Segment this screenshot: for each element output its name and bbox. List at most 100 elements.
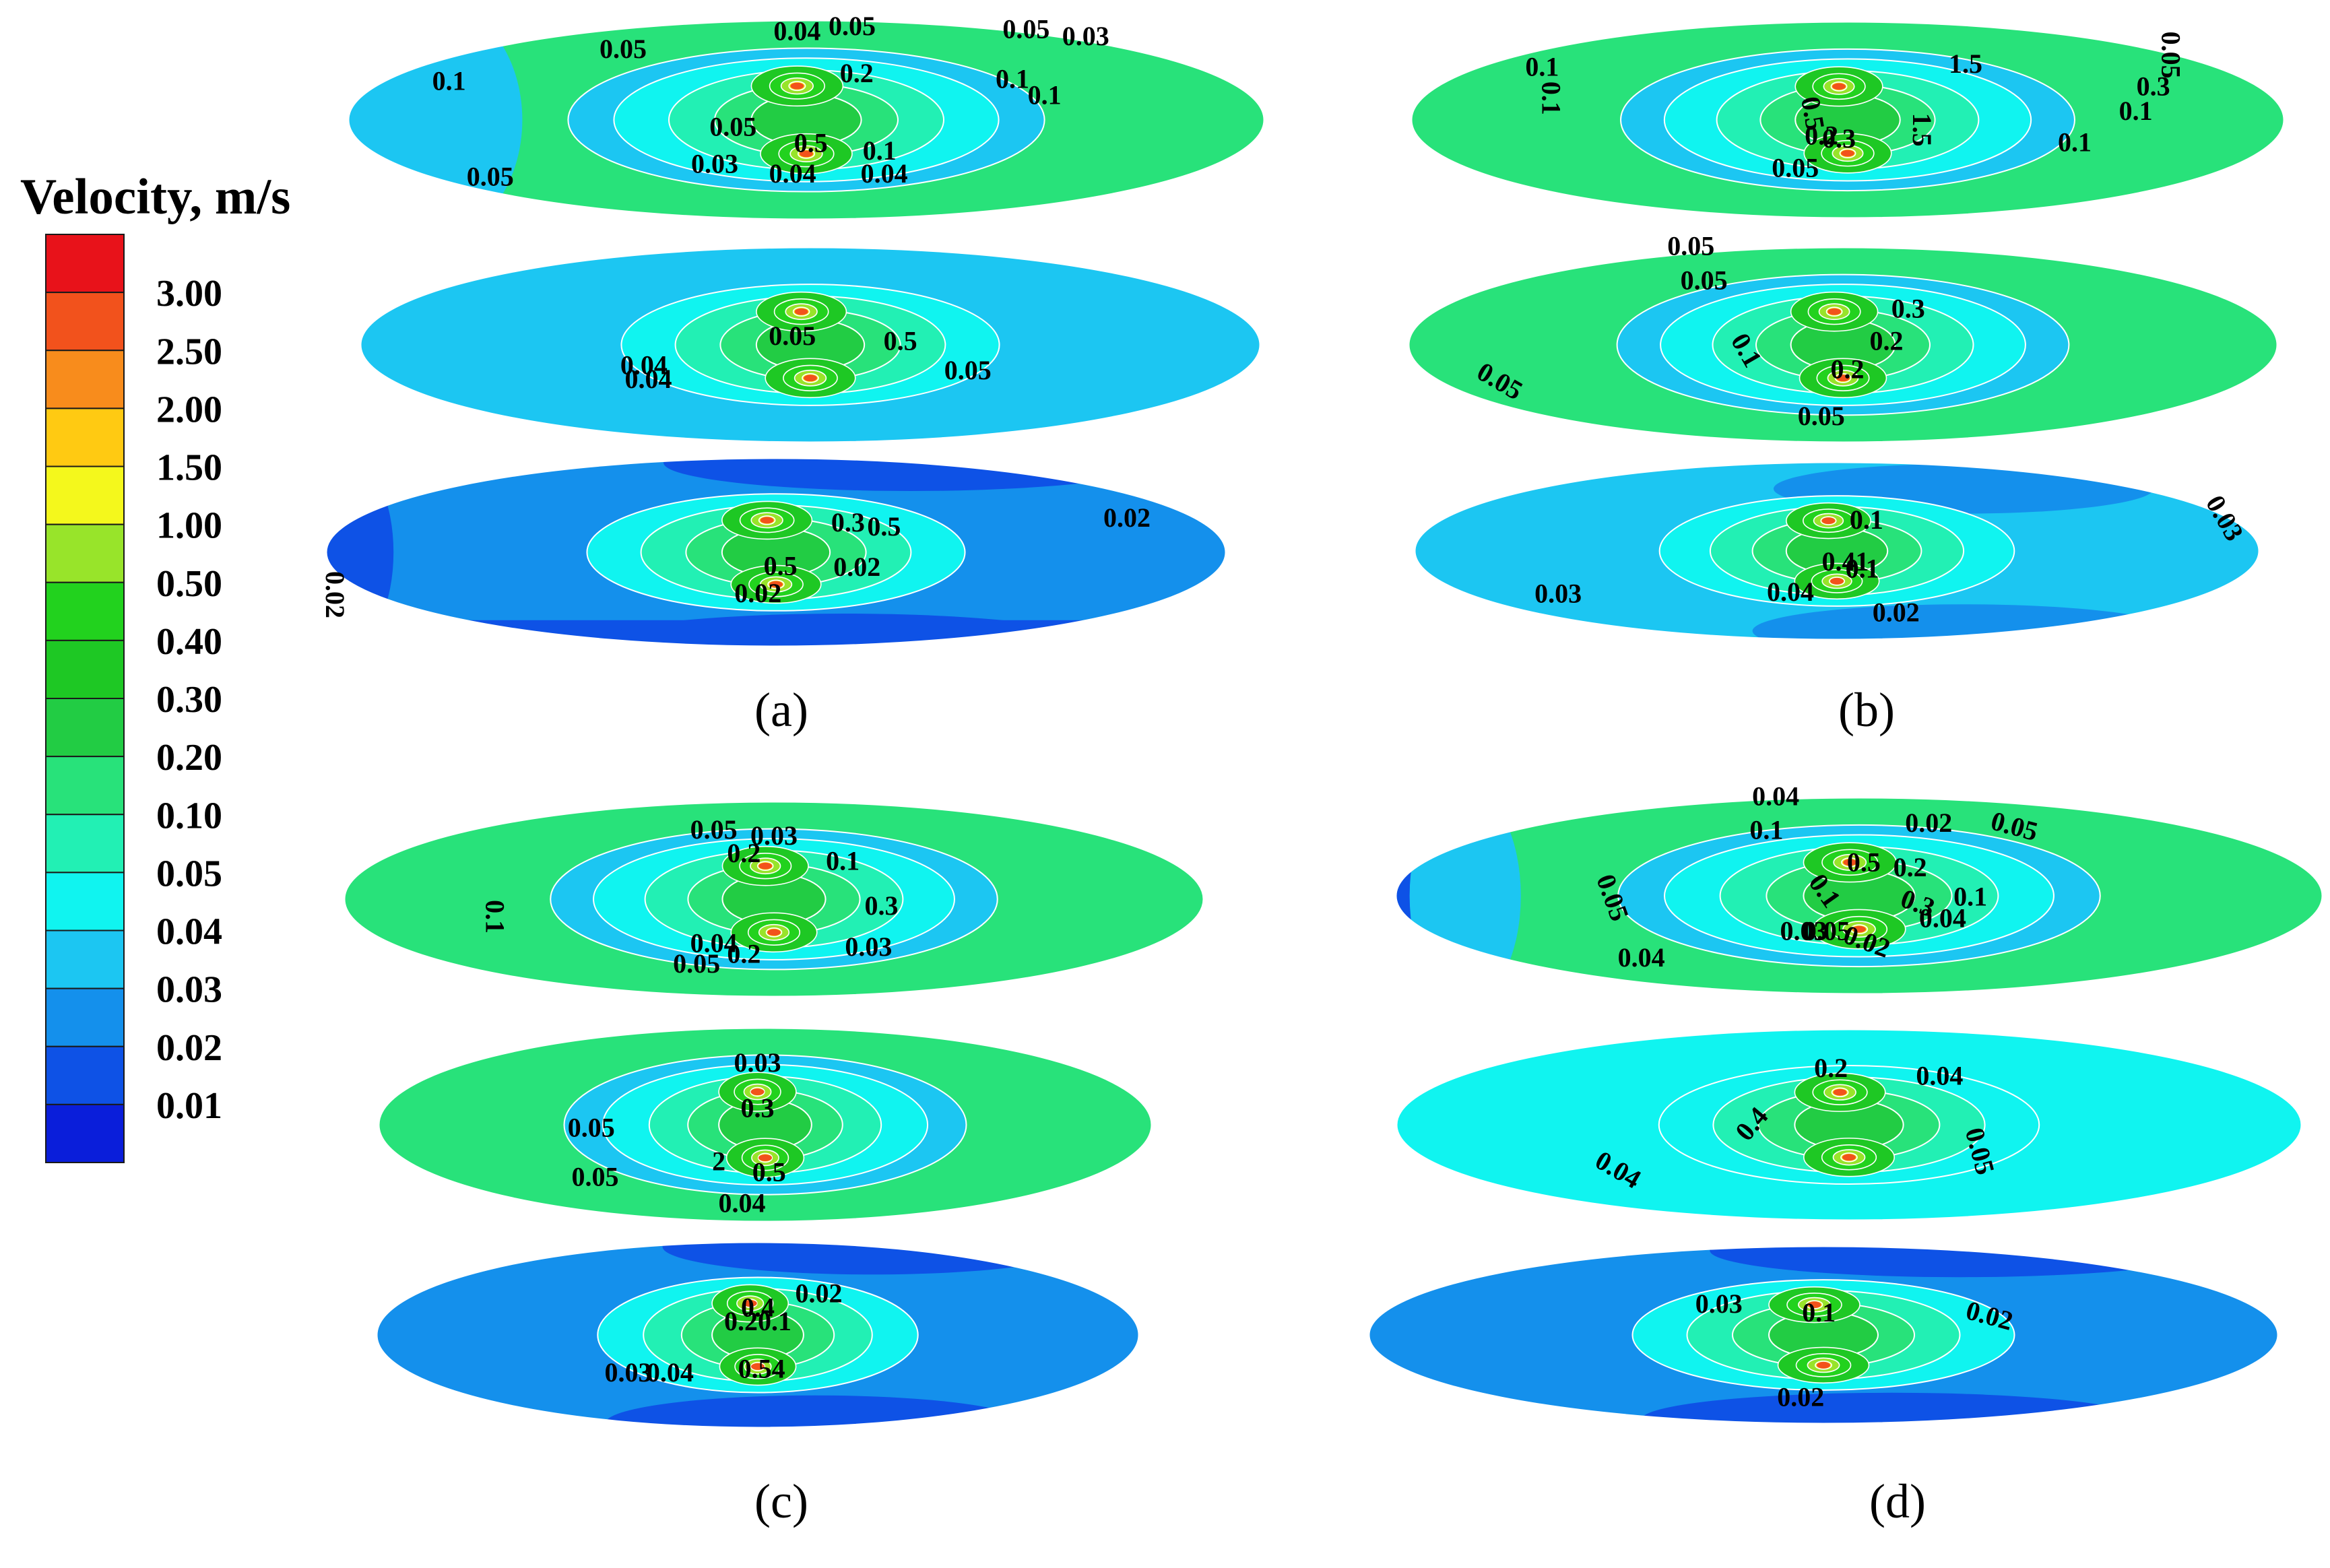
contour-label: 0.05 bbox=[1681, 265, 1728, 295]
contour-label: 0.05 bbox=[709, 112, 756, 142]
contour-label: 0.04 bbox=[1752, 781, 1799, 812]
contour-label: 0.5 bbox=[1795, 94, 1831, 133]
contour-slice-1: 0.040.1 0.02 0.050.050.5 0.20.1 0.3 0.10.030.… bbox=[1394, 781, 2324, 995]
edge-band bbox=[326, 458, 394, 647]
legend-swatch bbox=[45, 1103, 125, 1163]
legend-level-label: 0.30 bbox=[156, 679, 222, 721]
contour-label: 0.03 bbox=[605, 1357, 652, 1387]
legend-swatch bbox=[45, 523, 125, 583]
contour-label: 0.1 bbox=[2119, 96, 2153, 126]
contour-label: 0.1 bbox=[1749, 814, 1783, 845]
contour-label: 0.04 bbox=[769, 158, 816, 189]
low-band bbox=[1642, 1392, 2142, 1424]
contour-label: 0.1 bbox=[1028, 79, 1062, 110]
contour-label: 0.03 bbox=[691, 148, 738, 178]
contour-slice-2: 0.050.050.30.1 0.20.20.050.05 bbox=[1407, 231, 2279, 444]
contour-label: 0.02 bbox=[833, 552, 880, 582]
contour-label: 0.1 bbox=[1846, 554, 1879, 584]
velocity-peak bbox=[1817, 1361, 1830, 1369]
contour-label: 0.1 bbox=[826, 846, 860, 876]
contour-label: 0.03 bbox=[1534, 579, 1582, 609]
contour-label: 0.1 bbox=[1850, 504, 1883, 535]
contour-label: 0.02 bbox=[796, 1278, 843, 1309]
contour-label: 0.04 bbox=[620, 350, 668, 381]
contour-slice-3: 0.4 0.020.20.1 0.030.04 0.54 bbox=[375, 1241, 1140, 1429]
panel-a: 0.050.04 0.05 0.05 0.030.1 0.2 0.10.10.050.5 0… bbox=[320, 11, 1266, 737]
contour-label: 0.05 bbox=[1803, 916, 1850, 946]
low-band bbox=[595, 614, 1091, 647]
slice-outline bbox=[325, 457, 1227, 648]
legend-level-label: 0.40 bbox=[156, 621, 222, 663]
contour-label: 0.03 bbox=[845, 932, 892, 962]
contour-label: 0.04 bbox=[625, 364, 672, 394]
contour-label: 0.2 bbox=[727, 838, 761, 868]
velocity-peak bbox=[1841, 150, 1854, 157]
velocity-peak bbox=[1852, 925, 1866, 933]
contour-label: 0.1 bbox=[1802, 1297, 1836, 1328]
slice-outline bbox=[347, 19, 1266, 221]
slice-outline bbox=[359, 246, 1262, 444]
slice-outline bbox=[1407, 246, 2279, 444]
velocity-peak bbox=[758, 862, 773, 870]
legend-swatch bbox=[45, 292, 125, 352]
contour-label: 0.05 bbox=[1002, 14, 1049, 44]
contour-label: 0.03 bbox=[1780, 916, 1827, 946]
panel-caption: (d) bbox=[1869, 1474, 1926, 1528]
contour-label: 0.2 bbox=[1830, 354, 1864, 384]
contour-label: 0.3 bbox=[1822, 123, 1856, 154]
legend-swatch bbox=[45, 581, 125, 641]
slice-outline bbox=[377, 1026, 1153, 1223]
contour-label: 0.3 bbox=[741, 1092, 775, 1123]
contour-label: 0.02 bbox=[320, 571, 350, 618]
velocity-peak bbox=[767, 929, 781, 936]
legend-level-label: 0.04 bbox=[156, 911, 222, 953]
contour-label: 0.5 bbox=[764, 551, 798, 581]
contour-label: 0.3 bbox=[1891, 293, 1925, 323]
contour-label: 0.05 bbox=[690, 814, 738, 845]
contour-label: 0.03 bbox=[750, 820, 798, 851]
legend-swatch bbox=[45, 407, 125, 467]
contour-label: 0.1 bbox=[2058, 127, 2092, 158]
legend-swatch bbox=[45, 234, 125, 294]
slice-outline bbox=[1410, 20, 2286, 220]
contour-label: 0.05 bbox=[568, 1112, 615, 1142]
contour-label: 0.05 bbox=[829, 11, 876, 41]
legend-level-label: 0.20 bbox=[156, 737, 222, 779]
slice-outline bbox=[1413, 461, 2261, 641]
edge-band bbox=[1409, 797, 1521, 994]
contour-label: 0.2 bbox=[1814, 1053, 1848, 1083]
contour-label: 0.04 bbox=[1919, 903, 1966, 934]
contour-label: 0.04 bbox=[690, 927, 738, 958]
contour-label: 0.2 bbox=[1894, 852, 1927, 882]
legend-swatch bbox=[45, 814, 125, 874]
legend-swatch bbox=[45, 698, 125, 758]
contour-label: 0.1 bbox=[432, 66, 466, 96]
contour-label: 0.05 bbox=[769, 321, 816, 351]
contour-label: 0.5 bbox=[752, 1157, 786, 1187]
contour-slice-2: 0.2 0.040.40.04 0.05 bbox=[1395, 1028, 2303, 1222]
legend-swatch bbox=[45, 465, 125, 525]
legend-swatch bbox=[45, 756, 125, 816]
low-band bbox=[605, 1395, 1025, 1428]
slice-outline bbox=[375, 1241, 1140, 1429]
legend-level-label: 3.00 bbox=[156, 273, 222, 315]
contour-label: 0.41 bbox=[1822, 546, 1869, 577]
contour-label: 0.02 bbox=[1777, 1382, 1824, 1412]
contour-label: 0.54 bbox=[738, 1353, 785, 1383]
contour-label: 0.2 bbox=[727, 938, 761, 969]
velocity-peak bbox=[743, 1300, 757, 1307]
velocity-peak bbox=[758, 1154, 772, 1161]
velocity-peak bbox=[1807, 1301, 1821, 1309]
contour-label: 0.5 bbox=[867, 511, 901, 542]
color-legend: 3.00 2.50 2.00 1.50 1.00 0.50 0.40 0.30 0.20 0.10… bbox=[45, 234, 222, 1163]
contour-label: 0.04 bbox=[1767, 577, 1814, 607]
contour-label: 0.05 bbox=[571, 1162, 618, 1192]
panel-d: 0.040.1 0.02 0.050.050.5 0.20.1 0.3 0.10.030.… bbox=[1367, 781, 2324, 1528]
velocity-peak bbox=[760, 517, 774, 524]
legend-swatch bbox=[45, 987, 125, 1047]
legend-swatch bbox=[45, 350, 125, 410]
contour-label: 0.02 bbox=[1905, 808, 1952, 838]
contour-label: 0.03 bbox=[1695, 1288, 1743, 1319]
panel-b: 0.1 1.5 0.050.1 0.30.10.50.2 1.50.3 0.10.050.… bbox=[1407, 20, 2286, 737]
contour-slice-1: 0.1 1.5 0.050.1 0.30.10.50.2 1.50.3 0.10.05 bbox=[1410, 20, 2286, 220]
